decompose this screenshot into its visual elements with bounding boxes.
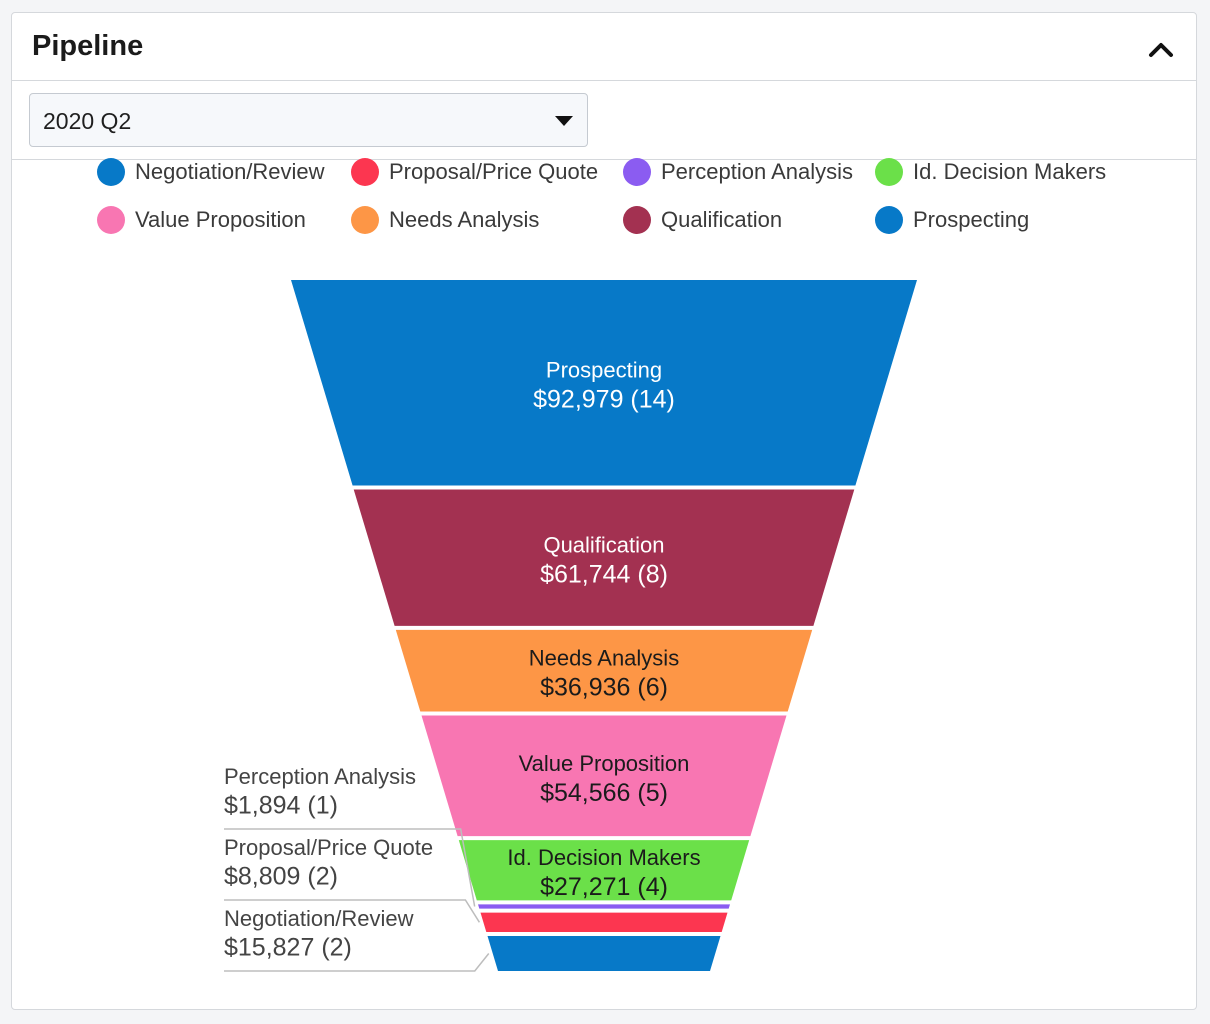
legend-label: Needs Analysis xyxy=(389,207,540,232)
callout-value-label: $1,894 (1) xyxy=(224,792,338,820)
chevron-up-icon xyxy=(1149,43,1173,57)
segment-value-label: $36,936 (6) xyxy=(540,674,668,702)
legend-item[interactable]: Prospecting xyxy=(875,202,1029,238)
legend-label: Proposal/Price Quote xyxy=(389,159,599,184)
legend-swatch xyxy=(351,158,379,186)
funnel-segment-id-decision-makers[interactable] xyxy=(458,840,750,901)
caret-down-icon xyxy=(555,116,573,126)
legend-swatch xyxy=(623,158,651,186)
callout-connector xyxy=(224,953,490,972)
legend-label: Prospecting xyxy=(913,207,1030,232)
segment-name-label: Prospecting xyxy=(546,358,662,383)
funnel-segment-perception-analysis[interactable] xyxy=(478,904,730,909)
period-select-value: 2020 Q2 xyxy=(43,108,132,134)
legend-item[interactable]: Needs Analysis xyxy=(351,202,539,238)
callout-connector xyxy=(224,899,481,923)
callout-value-label: $15,827 (2) xyxy=(224,934,352,962)
funnel-segment-value-proposition[interactable] xyxy=(421,715,787,837)
callout-name-label: Perception Analysis xyxy=(224,764,416,789)
card-title: Pipeline xyxy=(32,30,144,62)
card-header: Pipeline xyxy=(12,13,1196,81)
legend-label: Perception Analysis xyxy=(661,159,853,184)
legend-item[interactable]: Id. Decision Makers xyxy=(875,154,1106,190)
funnel-segment-needs-analysis[interactable] xyxy=(395,629,813,712)
legend-swatch xyxy=(875,206,903,234)
legend-label: Negotiation/Review xyxy=(135,159,325,184)
filter-bar: 2020 Q2 xyxy=(12,81,1196,160)
segment-value-label: $27,271 (4) xyxy=(540,873,668,901)
funnel-segment-negotiation-review[interactable] xyxy=(487,936,721,971)
chart-legend: Negotiation/Review Proposal/Price Quote Pe… xyxy=(0,152,1210,262)
legend-swatch xyxy=(97,206,125,234)
segment-name-label: Id. Decision Makers xyxy=(507,845,700,870)
legend-swatch xyxy=(351,206,379,234)
segment-name-label: Needs Analysis xyxy=(529,646,679,671)
legend-swatch xyxy=(623,206,651,234)
funnel-segment-prospecting[interactable] xyxy=(291,280,917,486)
callout-value-label: $8,809 (2) xyxy=(224,863,338,891)
funnel-segment-qualification[interactable] xyxy=(353,489,855,626)
segment-value-label: $92,979 (14) xyxy=(533,386,675,414)
segment-name-label: Value Proposition xyxy=(519,751,690,776)
segment-value-label: $54,566 (5) xyxy=(540,779,668,807)
legend-label: Value Proposition xyxy=(135,207,306,232)
legend-label: Qualification xyxy=(661,207,783,232)
funnel-segment-proposal-price-quote[interactable] xyxy=(480,912,728,932)
collapse-button[interactable] xyxy=(1146,35,1176,65)
legend-item[interactable]: Perception Analysis xyxy=(623,154,853,190)
segment-value-label: $61,744 (8) xyxy=(540,561,668,589)
period-select[interactable]: 2020 Q2 xyxy=(29,93,588,147)
legend-swatch xyxy=(875,158,903,186)
legend-item[interactable]: Value Proposition xyxy=(97,202,306,238)
legend-swatch xyxy=(97,158,125,186)
segment-name-label: Qualification xyxy=(543,533,664,558)
callout-name-label: Negotiation/Review xyxy=(224,906,414,931)
callout-connector xyxy=(224,828,476,907)
legend-item[interactable]: Qualification xyxy=(623,202,782,238)
legend-item[interactable]: Negotiation/Review xyxy=(97,154,325,190)
legend-item[interactable]: Proposal/Price Quote xyxy=(351,154,598,190)
legend-label: Id. Decision Makers xyxy=(913,159,1107,184)
callout-name-label: Proposal/Price Quote xyxy=(224,835,433,860)
